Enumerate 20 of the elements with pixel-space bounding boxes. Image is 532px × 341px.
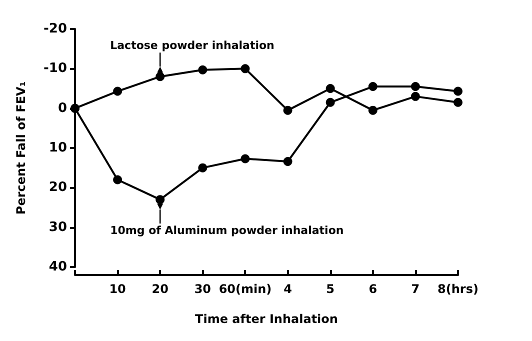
x-tick-label: 5 <box>326 282 335 296</box>
x-tick-label: 10 <box>109 282 126 296</box>
x-tick-label: 7 <box>411 282 420 296</box>
annotation: Lactose powder inhalation <box>110 39 274 52</box>
y-tick-label: 0 <box>58 100 67 116</box>
y-tick-label: 10 <box>48 140 67 156</box>
x-tick-label: 30 <box>194 282 212 296</box>
y-tick-label: -20 <box>44 22 67 36</box>
x-tick-label: 20 <box>152 282 168 296</box>
x-axis-title: Time after Inhalation <box>195 312 338 326</box>
y-tick-label: -10 <box>44 61 67 76</box>
x-tick-label: 6 <box>368 282 378 296</box>
annotation: 10mg of Aluminum powder inhalation <box>110 224 344 238</box>
y-tick-label: 20 <box>48 180 67 196</box>
x-tick-label: 4 <box>284 282 292 296</box>
y-tick-label: 40 <box>48 260 67 274</box>
y-axis-title: Percent Fall of FEV₁ <box>14 81 28 215</box>
y-tick-label: 30 <box>48 220 67 235</box>
x-tick-label: 8(hrs) <box>438 282 478 296</box>
x-tick-label: 60(min) <box>218 282 272 296</box>
